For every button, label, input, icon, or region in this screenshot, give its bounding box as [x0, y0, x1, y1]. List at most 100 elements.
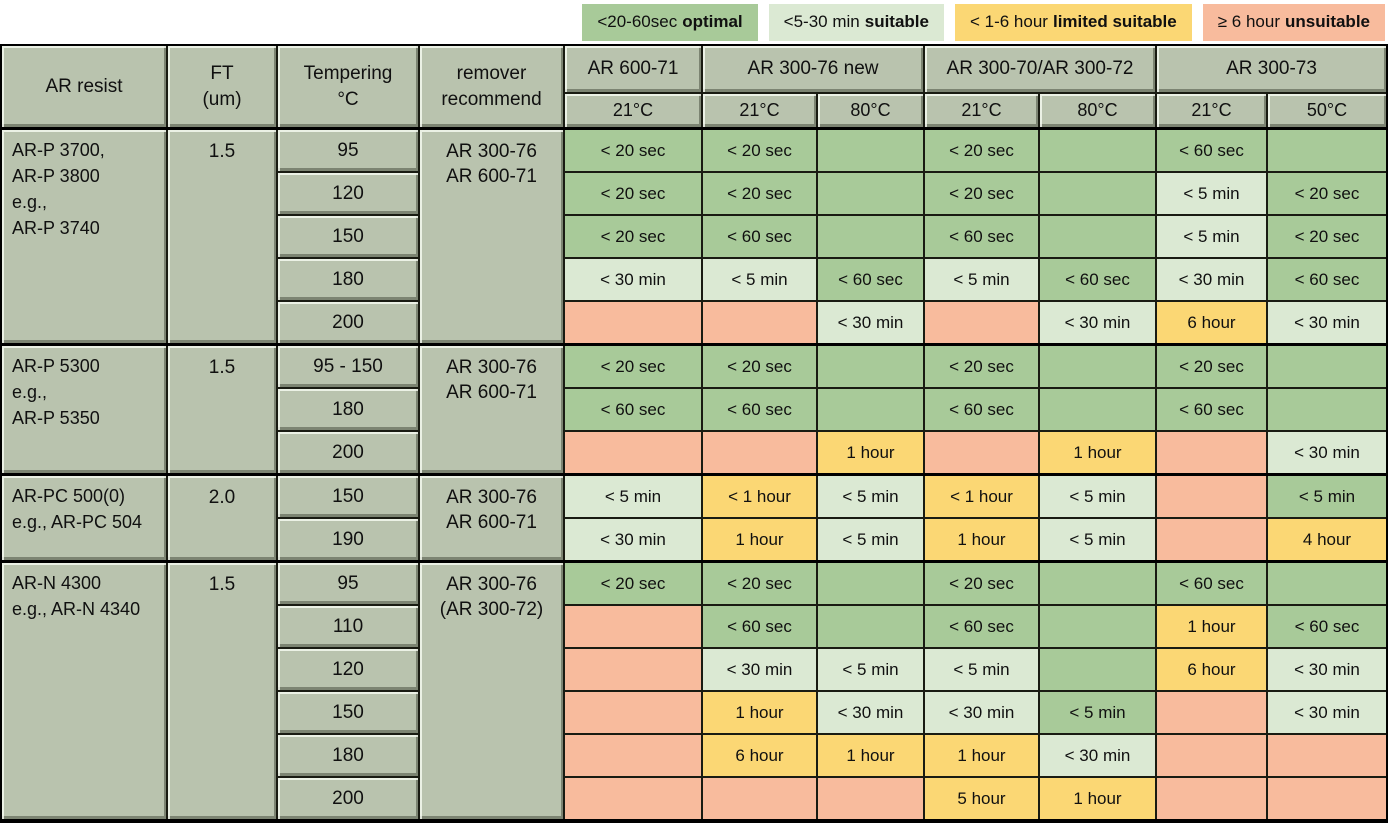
ft-cell: 1.5 — [168, 346, 276, 473]
removal-time-cell: < 20 sec — [925, 346, 1038, 387]
removal-time-cell: < 30 min — [925, 692, 1038, 733]
removal-time-cell-empty — [925, 302, 1038, 343]
removal-time-cell: < 30 min — [1268, 302, 1386, 343]
removal-time-cell: < 60 sec — [1268, 259, 1386, 300]
tempering-cell: 200 — [278, 302, 418, 343]
resist-block: AR-P 3700, AR-P 3800 e.g., AR-P 3740 1.5 A… — [2, 127, 1386, 343]
removal-time-cell-empty — [1157, 735, 1266, 776]
legend-status-label: suitable — [864, 12, 929, 31]
removal-time-cell: < 20 sec — [565, 216, 701, 257]
header-remover-recommend: remover recommend — [420, 46, 563, 127]
removal-time-cell: < 60 sec — [703, 606, 816, 647]
removal-time-cell-empty — [565, 649, 701, 690]
removal-time-cell: < 5 min — [703, 259, 816, 300]
removal-time-cell: < 30 min — [565, 259, 701, 300]
removal-time-cell-empty — [565, 606, 701, 647]
remover-recommend-cell: AR 300-76 AR 600-71 — [420, 130, 563, 343]
tempering-cell: 95 - 150 — [278, 346, 418, 387]
removal-time-cell: 5 hour — [925, 778, 1038, 819]
removal-time-cell-empty — [818, 216, 923, 257]
removal-time-cell-empty — [925, 432, 1038, 473]
removal-time-cell: < 20 sec — [565, 346, 701, 387]
removal-time-cell: 6 hour — [1157, 302, 1266, 343]
resist-name-cell: AR-PC 500(0) e.g., AR-PC 504 — [2, 476, 166, 560]
removal-time-cell-empty — [703, 778, 816, 819]
header-group-ar300-76-new: AR 300-76 new — [703, 46, 923, 92]
removal-time-cell: < 30 min — [1268, 692, 1386, 733]
removal-time-cell-empty — [1268, 778, 1386, 819]
removal-time-cell: < 20 sec — [565, 173, 701, 214]
removal-time-cell-empty — [1157, 778, 1266, 819]
removal-time-cell-empty — [565, 302, 701, 343]
removal-time-cell: < 60 sec — [818, 259, 923, 300]
removal-time-cell-empty — [818, 389, 923, 430]
removal-time-cell-empty — [818, 778, 923, 819]
removal-time-cell-empty — [1157, 692, 1266, 733]
removal-time-cell: < 30 min — [1040, 302, 1155, 343]
tempering-cell: 95 — [278, 130, 418, 171]
removal-time-cell: < 60 sec — [1268, 606, 1386, 647]
removal-time-cell: 6 hour — [703, 735, 816, 776]
header-group-ar300-70-72: AR 300-70/AR 300-72 — [925, 46, 1155, 92]
removal-time-cell: < 5 min — [1157, 173, 1266, 214]
resist-block: AR-P 5300 e.g., AR-P 5350 1.5 AR 300-76 AR… — [2, 343, 1386, 473]
legend-range-label: <5-30 min — [783, 12, 860, 31]
removal-time-cell-empty — [1157, 519, 1266, 560]
removal-time-cell: 1 hour — [703, 692, 816, 733]
removal-time-cell: < 30 min — [565, 519, 701, 560]
tempering-cell: 150 — [278, 476, 418, 517]
legend-status-label: optimal — [682, 12, 743, 31]
removal-time-cell: 1 hour — [703, 519, 816, 560]
resist-name-cell: AR-N 4300 e.g., AR-N 4340 — [2, 563, 166, 819]
legend-status-label: limited suitable — [1052, 12, 1177, 31]
removal-time-cell-empty — [565, 735, 701, 776]
ft-cell: 1.5 — [168, 563, 276, 819]
removal-time-cell: < 60 sec — [1040, 259, 1155, 300]
removal-time-cell: < 5 min — [1268, 476, 1386, 517]
removal-time-cell: < 20 sec — [1268, 216, 1386, 257]
removal-time-cell: < 5 min — [818, 519, 923, 560]
removal-time-cell: 1 hour — [818, 735, 923, 776]
tempering-cell: 200 — [278, 778, 418, 819]
removal-time-cell-empty — [1040, 606, 1155, 647]
resist-name-cell: AR-P 5300 e.g., AR-P 5350 — [2, 346, 166, 473]
removal-time-cell: < 30 min — [1040, 735, 1155, 776]
removal-time-cell: 6 hour — [1157, 649, 1266, 690]
header-ft: FT (um) — [168, 46, 276, 127]
tempering-cell: 120 — [278, 173, 418, 214]
removal-time-cell-empty — [1040, 173, 1155, 214]
remover-recommend-cell: AR 300-76 AR 600-71 — [420, 346, 563, 473]
removal-time-cell: < 60 sec — [1157, 130, 1266, 171]
remover-recommend-cell: AR 300-76 AR 600-71 — [420, 476, 563, 560]
removal-time-cell: < 60 sec — [1157, 563, 1266, 604]
removal-time-cell: < 1 hour — [925, 476, 1038, 517]
removal-time-cell-empty — [1268, 389, 1386, 430]
removal-time-cell-empty — [1040, 649, 1155, 690]
removal-time-cell: < 20 sec — [925, 173, 1038, 214]
removal-time-cell-empty — [703, 432, 816, 473]
removal-time-cell-empty — [1040, 389, 1155, 430]
tempering-cell: 150 — [278, 216, 418, 257]
ft-cell: 2.0 — [168, 476, 276, 560]
removal-time-cell-empty — [1040, 563, 1155, 604]
removal-time-cell: < 20 sec — [565, 563, 701, 604]
removal-time-cell-empty — [818, 173, 923, 214]
removal-time-cell: < 20 sec — [1268, 173, 1386, 214]
removal-time-cell-empty — [1157, 476, 1266, 517]
tempering-cell: 110 — [278, 606, 418, 647]
removal-time-cell: < 20 sec — [925, 563, 1038, 604]
removal-time-cell-empty — [1268, 346, 1386, 387]
removal-time-cell: < 30 min — [1268, 649, 1386, 690]
removal-time-cell: < 30 min — [1268, 432, 1386, 473]
tempering-cell: 180 — [278, 735, 418, 776]
legend-status-label: unsuitable — [1284, 12, 1370, 31]
removal-time-cell: < 1 hour — [703, 476, 816, 517]
ft-cell: 1.5 — [168, 130, 276, 343]
removal-time-cell: < 60 sec — [925, 389, 1038, 430]
tempering-cell: 180 — [278, 259, 418, 300]
removal-time-cell: < 5 min — [818, 476, 923, 517]
removal-time-cell-empty — [818, 346, 923, 387]
status-legend: <20-60sec optimal <5-30 min suitable < 1-6… — [0, 0, 1388, 44]
removal-time-cell: 1 hour — [1040, 778, 1155, 819]
removal-time-cell: < 30 min — [703, 649, 816, 690]
